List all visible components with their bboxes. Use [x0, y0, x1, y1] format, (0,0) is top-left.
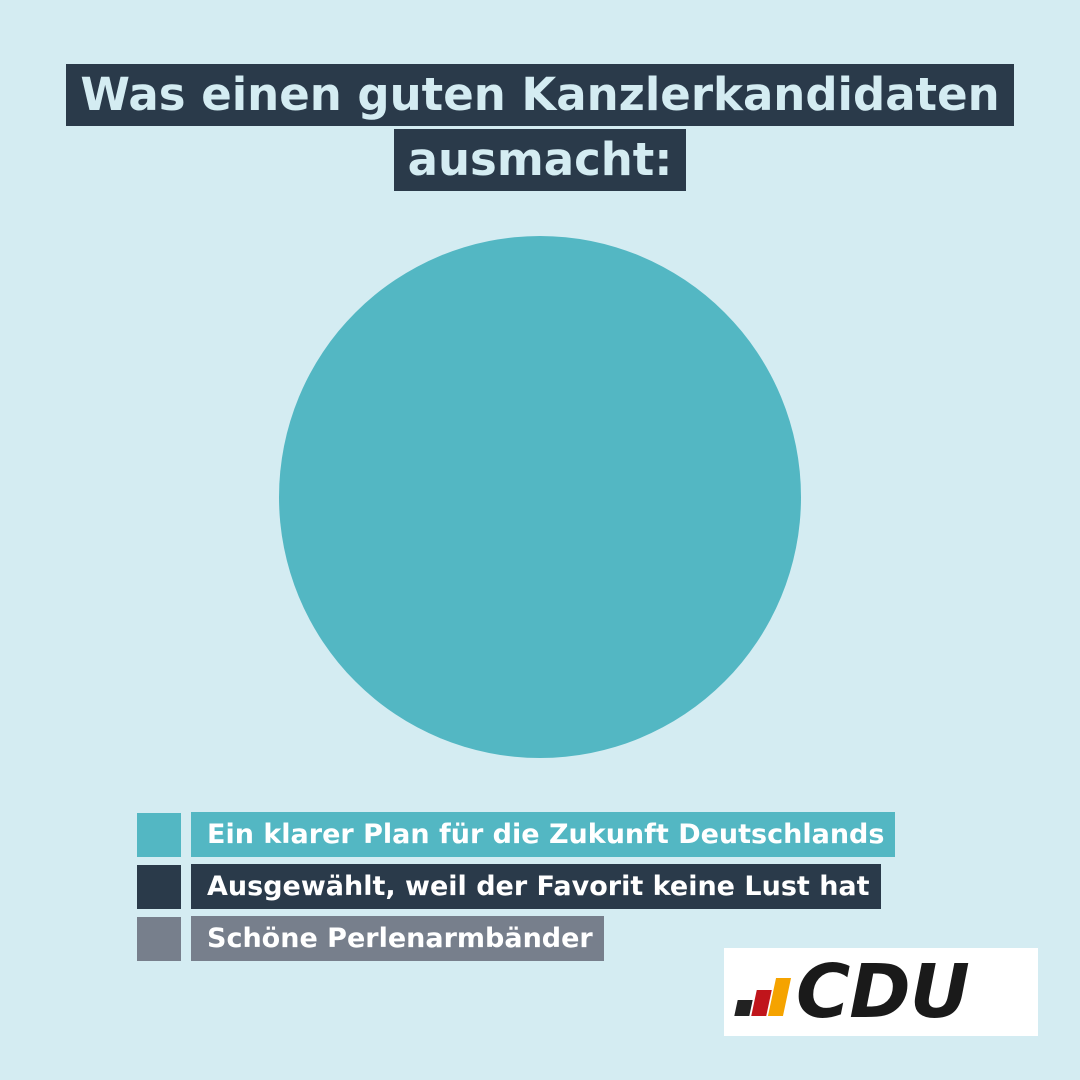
chart-legend: Ein klarer Plan für die Zukunft Deutschl… [137, 812, 896, 968]
legend-swatch [137, 916, 181, 961]
pie-slice-0 [279, 236, 801, 758]
chart-title: Was einen guten Kanzlerkandidaten ausmac… [0, 64, 1080, 191]
legend-item: Schöne Perlenarmbänder [137, 916, 895, 961]
legend-item: Ausgewählt, weil der Favorit keine Lust … [137, 864, 895, 909]
legend-swatch [137, 812, 181, 857]
title-line-1: Was einen guten Kanzlerkandidaten [66, 64, 1014, 126]
logo-bar [767, 978, 792, 1016]
legend-item: Ein klarer Plan für die Zukunft Deutschl… [137, 812, 896, 857]
legend-label: Ausgewählt, weil der Favorit keine Lust … [191, 864, 881, 909]
cdu-logo: CDU [724, 948, 1038, 1036]
logo-bar [734, 1000, 753, 1016]
logo-bars-icon [734, 968, 792, 1016]
legend-label: Schöne Perlenarmbänder [191, 916, 604, 961]
title-line-2: ausmacht: [393, 129, 687, 191]
logo-text: CDU [796, 949, 970, 1035]
legend-swatch [137, 864, 181, 909]
legend-label: Ein klarer Plan für die Zukunft Deutschl… [191, 812, 896, 857]
